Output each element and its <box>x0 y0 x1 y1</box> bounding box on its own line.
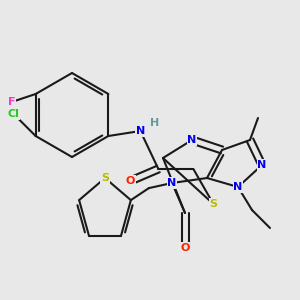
Text: N: N <box>167 178 177 188</box>
Text: N: N <box>188 135 196 145</box>
Text: O: O <box>126 176 135 186</box>
Text: N: N <box>233 182 243 192</box>
Text: N: N <box>233 182 243 192</box>
Text: N: N <box>188 135 196 145</box>
Text: F: F <box>8 97 15 107</box>
Text: N: N <box>136 126 145 136</box>
Text: S: S <box>209 199 217 209</box>
Text: N: N <box>257 160 267 170</box>
Text: N: N <box>257 160 267 170</box>
Text: S: S <box>101 173 109 183</box>
Text: S: S <box>209 199 217 209</box>
Text: Cl: Cl <box>8 109 20 119</box>
Text: N: N <box>167 178 177 188</box>
Text: H: H <box>150 118 159 128</box>
Text: O: O <box>180 243 190 253</box>
